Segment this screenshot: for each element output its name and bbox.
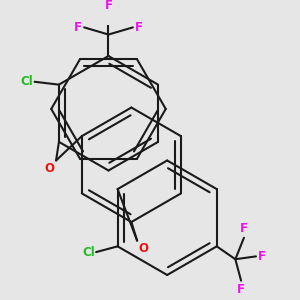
Text: Cl: Cl: [82, 246, 95, 259]
Text: Cl: Cl: [20, 75, 33, 88]
Text: O: O: [45, 162, 55, 175]
Text: F: F: [237, 283, 245, 296]
Text: O: O: [139, 242, 148, 255]
Text: F: F: [135, 21, 143, 34]
Text: F: F: [104, 0, 112, 12]
Text: F: F: [258, 250, 266, 263]
Text: F: F: [240, 223, 248, 236]
Text: F: F: [74, 21, 82, 34]
